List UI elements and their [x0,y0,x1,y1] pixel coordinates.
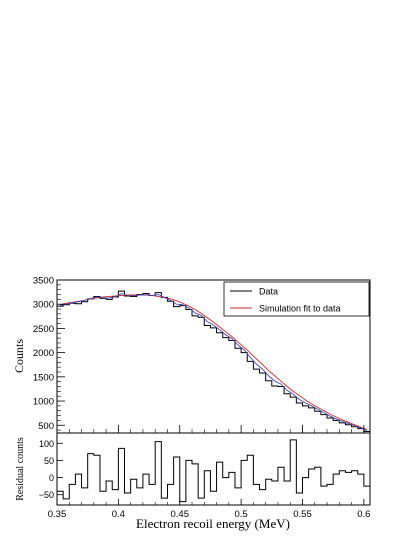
main-y-tick-label-1: 1000 [33,397,54,408]
residual-series-group [57,439,370,503]
residual-x-axis: 0.35 0.4 0.45 0.5 0.55 0.6 [48,499,370,520]
residual-y-tick-label-3: 100 [39,439,54,449]
main-y-tick-label-3: 2000 [33,348,54,359]
x-tick-label-1: 0.4 [112,509,125,520]
x-tick-label-5: 0.6 [357,509,370,520]
series-line-0 [57,290,370,433]
x-tick-label-4: 0.55 [293,509,312,520]
residual-panel: −50 0 50 100 0.35 0.4 0.45 0.5 0.55 0.6 Residual… [15,432,371,531]
main-y-tick-label-6: 3500 [33,276,54,287]
main-x-axis-ticks [56,425,365,433]
residual-y-axis: −50 0 50 100 [39,439,63,500]
x-tick-label-2: 0.45 [170,509,189,520]
x-tick-label-0: 0.35 [48,509,67,520]
residual-series-line-0 [57,439,370,503]
main-y-tick-label-4: 2500 [33,324,54,335]
residual-y-tick-label-1: 0 [49,473,54,483]
legend-box [223,281,370,317]
series-line-2 [59,293,368,431]
residual-y-tick-label-2: 50 [44,456,54,466]
residual-y-tick-label-0: −50 [39,490,54,500]
main-y-axis: 500 1000 1500 2000 2500 3000 3500 [33,276,65,432]
residual-y-axis-label: Residual counts [15,437,26,501]
x-tick-label-3: 0.5 [235,509,248,520]
series-line-1 [59,294,368,431]
residual-plot-frame [56,432,371,506]
legend: Data Simulation fit to data [223,281,370,317]
legend-label-simulation: Simulation fit to data [259,304,341,314]
legend-label-data: Data [259,287,278,297]
main-y-axis-label: Counts [12,339,26,373]
main-y-tick-label-2: 1500 [33,372,54,383]
main-y-tick-label-0: 500 [38,421,54,432]
main-y-tick-label-5: 3000 [33,300,54,311]
main-panel: 500 1000 1500 2000 2500 3000 3500 Counts Data … [12,276,371,434]
main-series-group [57,290,370,433]
x-axis-label: Electron recoil energy (MeV) [136,516,290,531]
